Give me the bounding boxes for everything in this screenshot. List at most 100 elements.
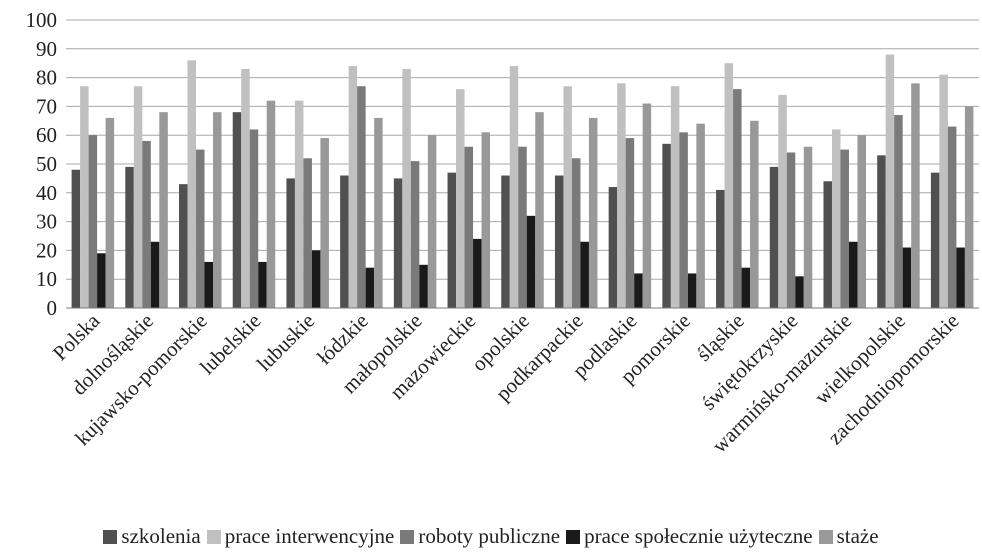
bar [902, 247, 912, 308]
bar [964, 106, 974, 309]
bar [939, 74, 948, 308]
bar [911, 83, 920, 308]
bar [885, 54, 895, 309]
y-tick-label: 40 [36, 181, 57, 205]
bar [159, 112, 168, 308]
bar [554, 175, 564, 308]
bar [97, 253, 106, 308]
bar [348, 66, 358, 308]
bar [179, 184, 188, 308]
bar [456, 89, 465, 309]
bar [258, 261, 267, 308]
bar [150, 241, 160, 308]
y-tick-label: 70 [36, 94, 57, 118]
legend-label: staże [836, 524, 879, 548]
bar [679, 132, 688, 308]
legend-item: roboty publiczne [400, 524, 560, 549]
category-label: lubuskie [252, 309, 319, 376]
legend-item: szkolenia [103, 524, 201, 549]
legend-label: prace interwencyjne [224, 524, 395, 548]
bar [125, 166, 134, 308]
bar [535, 112, 544, 308]
bar [857, 135, 866, 308]
bars [71, 54, 974, 309]
legend-swatch [206, 530, 221, 544]
bar [249, 129, 259, 308]
bar [501, 175, 510, 308]
bar [733, 89, 742, 309]
legend-label: szkolenia [121, 524, 201, 548]
bar [831, 129, 841, 308]
y-tick-label: 80 [36, 66, 57, 90]
bar [133, 86, 143, 309]
bar [580, 241, 589, 308]
bar [187, 60, 197, 308]
bar [374, 117, 383, 308]
bar [670, 86, 680, 309]
y-axis-ticks: 0 10 20 30 40 50 60 70 80 90 100 [26, 8, 58, 320]
y-tick-label: 0 [47, 296, 58, 320]
y-tick-label: 10 [36, 267, 57, 291]
y-tick-label: 90 [36, 37, 57, 61]
category-label: lubelskie [195, 309, 266, 380]
legend-swatch [566, 530, 581, 544]
bar [526, 215, 536, 308]
bar [402, 68, 411, 309]
bar [724, 63, 734, 309]
bar [427, 135, 437, 308]
y-tick-label: 60 [36, 123, 57, 147]
legend-label: prace społecznie użyteczne [584, 524, 813, 548]
bar [473, 238, 482, 308]
bar [687, 273, 697, 308]
bar [563, 86, 572, 309]
bar [266, 100, 276, 308]
bar [410, 161, 420, 308]
legend-item: prace społecznie użyteczne [566, 524, 813, 549]
bar [320, 138, 329, 308]
category-labels: Polskadolnośląskiekujawsko-pomorskielube… [48, 308, 964, 457]
bar [447, 172, 457, 308]
bar [464, 146, 474, 308]
bar [232, 112, 242, 308]
bar [303, 158, 312, 308]
legend-swatch [400, 530, 415, 544]
bar [894, 115, 903, 308]
bar [741, 267, 751, 308]
bar [840, 149, 849, 308]
bar [956, 247, 965, 308]
bar [588, 117, 598, 308]
bar [80, 86, 89, 309]
legend: szkolenia prace interwencyjne roboty publi… [0, 524, 982, 549]
bar [617, 83, 626, 308]
bar [769, 166, 779, 308]
bar [571, 158, 581, 308]
bar [662, 143, 671, 308]
bar [71, 169, 81, 308]
bar [608, 187, 618, 308]
bar [204, 261, 214, 308]
bar [877, 155, 886, 308]
bar [241, 68, 250, 309]
bar [625, 138, 635, 308]
bar [365, 267, 375, 308]
bar [481, 132, 491, 308]
bar [634, 273, 643, 308]
bar [213, 112, 222, 308]
bar [340, 175, 349, 308]
bar [947, 126, 957, 308]
bar [848, 241, 858, 308]
bar [88, 135, 98, 308]
bar [509, 66, 519, 308]
y-tick-label: 50 [36, 152, 57, 176]
bar [795, 276, 804, 308]
bar [696, 123, 705, 309]
bar [642, 103, 652, 309]
bar [716, 189, 725, 308]
bar [419, 264, 428, 308]
bar [393, 178, 403, 308]
bar [930, 172, 940, 308]
bar [142, 140, 151, 308]
y-tick-label: 20 [36, 238, 57, 262]
legend-item: staże [818, 524, 879, 549]
bar [786, 152, 796, 308]
